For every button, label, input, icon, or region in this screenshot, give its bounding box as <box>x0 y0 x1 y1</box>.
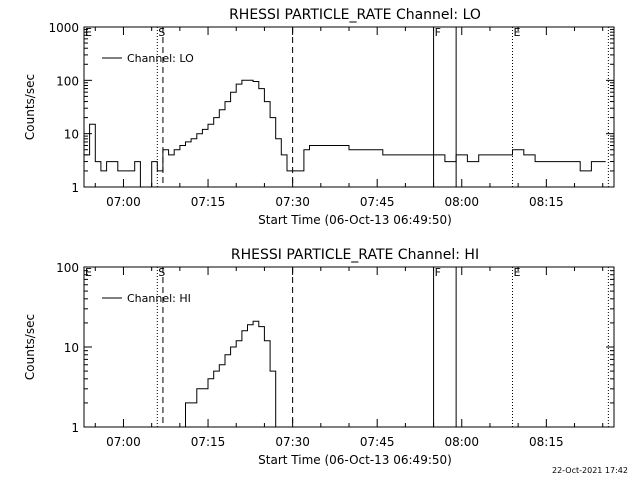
x-tick-label: 07:45 <box>360 435 395 449</box>
series-line <box>179 320 279 428</box>
legend-label: Channel: LO <box>127 52 194 65</box>
y-tick-label: 1 <box>71 421 79 435</box>
chart-title: RHESSI PARTICLE_RATE Channel: HI <box>231 247 479 263</box>
x-tick-label: 07:00 <box>106 195 141 209</box>
event-marker-label: S <box>158 266 165 279</box>
y-axis-label: Counts/sec <box>23 74 37 140</box>
event-marker-label: E <box>514 266 521 279</box>
y-tick-label: 1000 <box>48 21 79 35</box>
series-line <box>84 79 606 188</box>
plot-frame <box>83 266 615 428</box>
event-marker-label: F <box>435 266 441 279</box>
event-marker-label: E <box>85 266 92 279</box>
event-marker-label: E <box>514 26 521 39</box>
event-marker-label: E <box>85 26 92 39</box>
event-marker-label: S <box>158 26 165 39</box>
footer-timestamp: 22-Oct-2021 17:42 <box>552 466 628 475</box>
legend-label: Channel: HI <box>127 292 191 305</box>
x-tick-label: 08:15 <box>529 195 564 209</box>
x-tick-label: 08:15 <box>529 435 564 449</box>
plot-frame <box>83 26 615 188</box>
y-axis-label: Counts/sec <box>23 314 37 380</box>
x-tick-label: 07:15 <box>191 435 226 449</box>
x-tick-label: 07:30 <box>275 195 310 209</box>
y-tick-label: 1 <box>71 181 79 195</box>
chart-title: RHESSI PARTICLE_RATE Channel: LO <box>229 7 481 23</box>
y-tick-label: 100 <box>56 261 79 275</box>
x-tick-label: 07:15 <box>191 195 226 209</box>
x-axis-label: Start Time (06-Oct-13 06:49:50) <box>258 213 452 227</box>
x-tick-label: 07:45 <box>360 195 395 209</box>
x-tick-label: 08:00 <box>444 195 479 209</box>
event-marker-label: F <box>435 26 441 39</box>
x-tick-label: 08:00 <box>444 435 479 449</box>
y-tick-label: 100 <box>56 74 79 88</box>
x-axis-label: Start Time (06-Oct-13 06:49:50) <box>258 453 452 467</box>
x-tick-label: 07:30 <box>275 435 310 449</box>
y-tick-label: 10 <box>64 128 79 142</box>
y-tick-label: 10 <box>64 341 79 355</box>
x-tick-label: 07:00 <box>106 435 141 449</box>
